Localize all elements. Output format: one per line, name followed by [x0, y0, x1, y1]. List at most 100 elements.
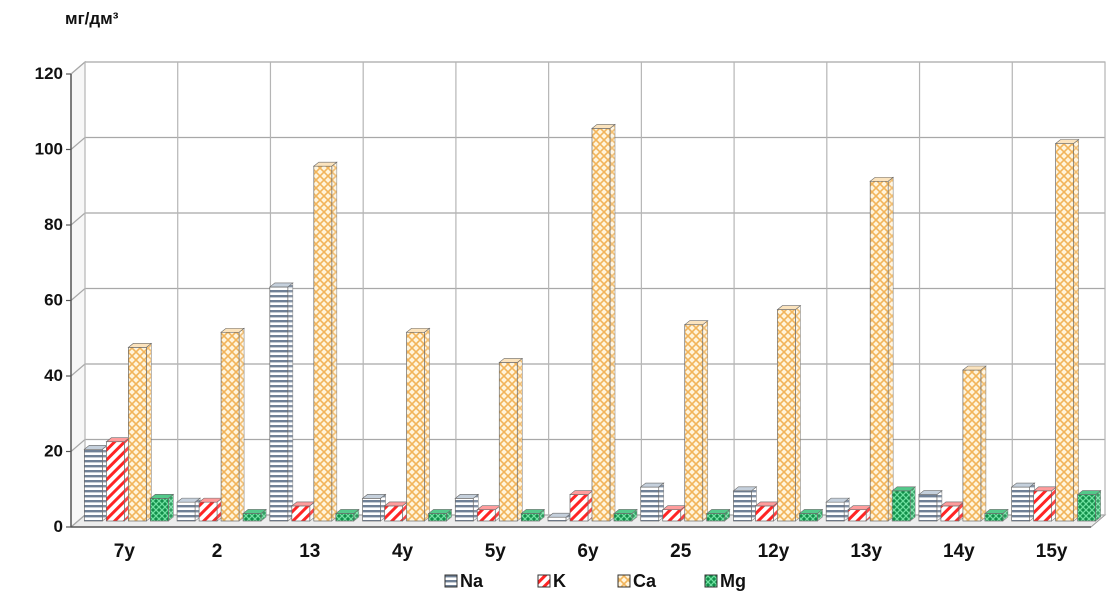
bar-side — [1095, 489, 1101, 522]
bar-na-9 — [825, 497, 851, 522]
bar-mg-6 — [613, 508, 638, 522]
x-tick-label: 5у — [485, 541, 507, 562]
bar-top — [149, 494, 175, 499]
bar-na-2 — [176, 497, 201, 522]
bar-side — [909, 486, 916, 522]
x-tick-label: 6у — [577, 541, 599, 562]
bar-front — [269, 286, 289, 522]
bar-top — [918, 490, 943, 495]
bar-front — [547, 516, 567, 522]
bar-top — [798, 509, 824, 514]
bar-top — [405, 327, 431, 333]
x-tick-label: 4у — [392, 541, 414, 562]
bar-k-2 — [198, 497, 223, 522]
bar-front — [476, 509, 496, 522]
bar-k-4 — [383, 501, 409, 522]
bar-mg-8 — [798, 508, 824, 522]
bar-na-7 — [639, 482, 665, 522]
bar-na-4 — [361, 493, 387, 522]
bar-front — [799, 513, 818, 522]
bar-top — [591, 124, 616, 129]
bar-top — [825, 497, 851, 503]
bar-na-10 — [918, 489, 943, 522]
bar-front — [962, 369, 982, 522]
h-gridline-depth — [70, 363, 86, 377]
bar-k-9 — [847, 505, 873, 522]
bar-mg-9 — [891, 486, 917, 522]
bar-top — [776, 305, 802, 310]
x-tick-label: 14у — [943, 541, 975, 562]
bar-side — [702, 320, 709, 522]
bar-front — [847, 509, 867, 522]
y-tick-label: 0 — [54, 517, 63, 536]
bar-mg-10 — [984, 508, 1009, 522]
y-tick-label: 40 — [44, 366, 63, 385]
bar-front — [891, 490, 911, 522]
bar-front — [755, 505, 774, 522]
bar-top — [334, 509, 360, 514]
h-gridline-depth — [70, 439, 86, 452]
bar-mg-3 — [334, 508, 360, 522]
bar-front — [1055, 143, 1074, 522]
h-gridline-depth — [70, 212, 86, 226]
bar-top — [220, 327, 245, 333]
bar-front — [1077, 494, 1096, 522]
bar-na-6 — [547, 512, 572, 522]
bar-ca-11 — [1054, 138, 1080, 522]
bar-front — [198, 501, 218, 522]
bar-top — [1010, 482, 1036, 488]
bar-ca-10 — [962, 365, 987, 522]
y-tick-label: 120 — [35, 64, 63, 83]
h-gridline-depth — [70, 288, 86, 301]
bar-side — [424, 327, 430, 522]
bar-ca-5 — [498, 357, 524, 522]
bar-top — [1054, 139, 1080, 144]
bar-front — [613, 513, 633, 522]
bar-front — [706, 513, 726, 522]
bar-front — [84, 448, 103, 522]
bar-k-7 — [661, 505, 687, 522]
y-tick-label: 100 — [35, 140, 63, 159]
bars — [83, 123, 1102, 522]
bar-front — [498, 362, 518, 522]
bar-ca-1 — [127, 342, 153, 522]
bar-front — [150, 498, 169, 522]
x-tick-label: 12у — [758, 541, 790, 562]
bar-k-10 — [940, 501, 965, 522]
y-tick-label: 20 — [44, 442, 63, 461]
bar-ca-9 — [869, 176, 895, 522]
legend-swatch — [617, 574, 631, 588]
x-tick-label: 15у — [1036, 541, 1068, 562]
bar-front — [1011, 486, 1030, 522]
legend-item-mg: Mg — [704, 571, 746, 591]
y-tick-label: 80 — [44, 215, 63, 234]
bar-mg-1 — [149, 493, 175, 522]
legend-label: Ca — [633, 571, 657, 591]
x-tick-label: 7у — [114, 541, 136, 562]
bar-na-5 — [454, 493, 480, 522]
bar-top — [962, 365, 987, 371]
bar-front — [520, 513, 540, 522]
bar-top — [312, 161, 338, 167]
legend-swatch — [444, 574, 458, 588]
bar-mg-7 — [705, 508, 731, 522]
legend: Na K Ca Mg — [444, 571, 746, 591]
legend-label: Na — [460, 571, 484, 591]
bar-top — [891, 486, 917, 492]
bar-top — [427, 509, 453, 514]
bar-ca-7 — [683, 320, 709, 522]
bar-k-11 — [1032, 486, 1058, 522]
legend-item-na: Na — [444, 571, 484, 591]
h-gridline-depth — [70, 514, 86, 528]
bar-front — [406, 331, 425, 522]
bar-k-3 — [290, 501, 316, 522]
bar-side — [168, 493, 174, 522]
bar-side — [516, 357, 523, 522]
x-tick-label: 13 — [299, 541, 320, 562]
bar-top — [613, 509, 638, 514]
bar-front — [940, 505, 960, 522]
bar-front — [106, 441, 125, 522]
bar-top — [176, 497, 201, 503]
x-tick-label: 13у — [850, 541, 882, 562]
